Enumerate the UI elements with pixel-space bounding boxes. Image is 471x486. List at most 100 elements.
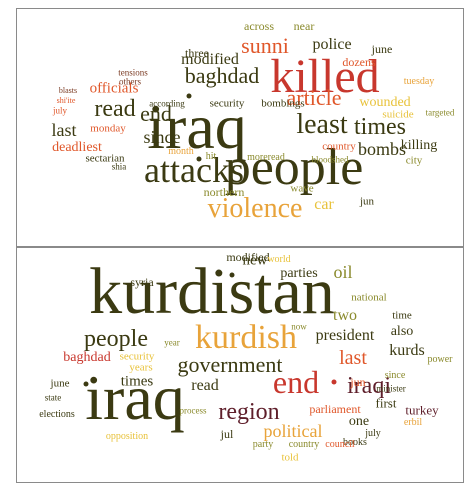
cloud1-word: suicide: [382, 108, 414, 121]
cloud2-word: world: [267, 254, 291, 265]
cloud2-word: elections: [39, 409, 75, 420]
cloud2-word: books: [343, 437, 367, 448]
cloud1-word: tensions: [118, 67, 148, 78]
cloud2-word: people: [84, 326, 148, 352]
cloud2-word: kurdish: [195, 319, 297, 356]
cloud1-word: month: [168, 146, 194, 157]
cloud1-word: sectarian: [85, 152, 125, 165]
cloud1-word: wounded: [359, 95, 411, 110]
cloud1-word: officials: [89, 80, 139, 97]
cloud2-word: kurdistan: [89, 255, 335, 328]
cloud2-word: parliament: [309, 402, 361, 416]
cloud1-word: hit: [205, 151, 217, 162]
cloud2-word: council: [325, 439, 355, 450]
cloud1-word: bombings: [261, 97, 305, 110]
cloud2-word: jul: [220, 427, 234, 441]
cloud1-word: iraq: [147, 91, 247, 162]
cloud2-word: iraq: [85, 362, 185, 433]
cloud2-word: told: [281, 451, 299, 464]
cloud1-word: june: [371, 42, 393, 56]
cloud2-word: party: [252, 439, 274, 450]
cloud1-word: wave: [290, 182, 314, 195]
cloud2-word: government: [177, 352, 283, 377]
cloud2-word: national: [351, 291, 387, 304]
cloud1-word: targeted: [425, 107, 455, 118]
cloud2-word: last: [339, 347, 367, 369]
cloud1-word: country: [322, 140, 356, 153]
cloud2-word: kurds: [389, 342, 425, 359]
cloud2-word: political: [263, 421, 323, 441]
cloud1-word: baghdad: [184, 63, 260, 88]
cloud1-word: bombs: [357, 139, 407, 159]
cloud2-word: end: [272, 364, 320, 400]
cloud2-word: also: [390, 324, 414, 339]
cloud2-word: one: [348, 414, 370, 429]
cloud1-word: police: [312, 36, 352, 53]
cloud2-word: syria: [130, 275, 154, 289]
cloud2-word: now: [291, 321, 307, 332]
cloud1-word: killed: [270, 50, 380, 103]
cloud1-word: times: [354, 114, 406, 140]
cloud1-word: monday: [90, 122, 126, 135]
cloud2-word: first: [375, 395, 397, 411]
cloud1-word: jun: [359, 195, 375, 208]
cloud1-word: violence: [207, 193, 303, 224]
cloud1-word: july: [52, 105, 68, 116]
cloud1-word: moreread: [247, 152, 285, 163]
cloud2-word: july: [365, 428, 381, 439]
cloud1-word: blasts: [58, 86, 78, 95]
cloud1-word: car: [314, 196, 334, 213]
cloud1-word: tuesday: [403, 76, 435, 87]
cloud2-word: erbil: [403, 417, 423, 428]
cloud2-word: country: [288, 439, 320, 450]
cloud1-word: according: [149, 98, 185, 109]
cloud2-word: iraqi: [347, 373, 391, 399]
cloud1-word: bloodshed: [311, 154, 349, 165]
cloud2-word: year: [164, 337, 180, 348]
cloud1-word: three: [185, 46, 209, 60]
cloud1-word: shi'ite: [56, 96, 76, 105]
cloud2-word: times: [120, 373, 154, 390]
cloud2-word: time: [392, 309, 412, 322]
word-separator-dot: [229, 272, 235, 278]
cloud1-word: northern: [203, 185, 245, 199]
word-separator-dot: [331, 379, 337, 385]
cloud2-word: years: [129, 361, 153, 374]
cloud1-word: near: [293, 19, 315, 33]
cloud1-word: least: [296, 109, 348, 140]
cloud2-word: power: [427, 354, 453, 365]
cloud1-word: security: [209, 97, 245, 110]
word-separator-dot: [196, 156, 202, 162]
cloud2-word: security: [119, 350, 155, 363]
word-separator-dot: [83, 381, 89, 387]
cloud1-word: since: [143, 127, 181, 147]
cloud2-word: modified: [226, 250, 270, 264]
cloud2-word: june: [50, 377, 70, 390]
cloud1-word: killing: [400, 138, 438, 153]
cloud2-word: since: [384, 370, 406, 381]
cloud1-word: others: [119, 76, 141, 87]
cloud2-word: state: [44, 392, 62, 403]
cloud1-word: across: [244, 19, 274, 33]
cloud1-word: article: [286, 85, 342, 110]
cloud1-word: city: [405, 154, 423, 167]
cloud2-word: baghdad: [63, 350, 111, 365]
cloud1-word: last: [51, 120, 77, 140]
cloud1-word: sunni: [241, 33, 289, 58]
cloud2-word: parties: [280, 266, 318, 281]
word-separator-dot: [186, 93, 192, 99]
cloud2-word: opposition: [105, 431, 149, 442]
cloud2-word: jun: [350, 375, 366, 389]
word-cloud-bottom: kurdistan iraq kurdish end government pe…: [16, 247, 464, 483]
cloud1-word: end: [140, 101, 172, 126]
word-cloud-top: iraq people killed attacks violence leas…: [16, 8, 464, 247]
cloud2-word: oil: [333, 262, 353, 282]
cloud1-word: people: [224, 139, 364, 196]
cloud2-word: read: [191, 377, 219, 394]
cloud2-word: president: [315, 327, 375, 344]
cloud2-word: turkey: [405, 402, 439, 418]
cloud2-word: new: [242, 252, 268, 269]
cloud1-word: dozens: [342, 55, 376, 69]
cloud2-word: region: [218, 399, 280, 425]
cloud2-word: process: [179, 405, 207, 416]
